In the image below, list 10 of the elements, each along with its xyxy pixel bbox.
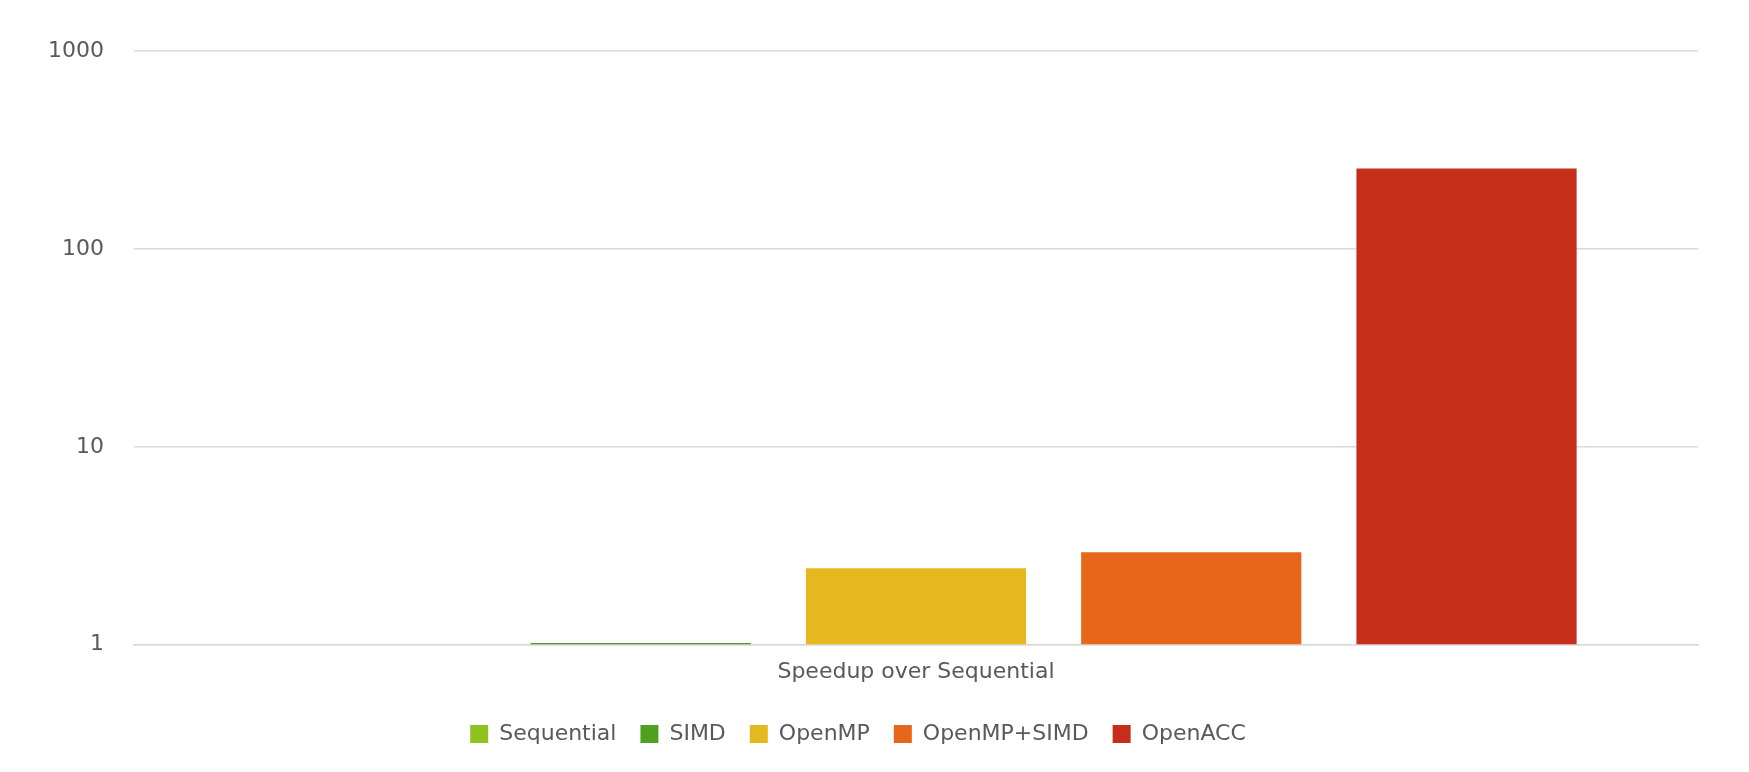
legend-label: OpenMP+SIMD [922, 719, 1089, 745]
legend-label: Sequential [499, 719, 617, 745]
x-tick-label: Speedup over Sequential [777, 657, 1055, 683]
legend-label: OpenACC [1141, 719, 1246, 745]
y-tick-label: 100 [61, 234, 104, 260]
legend-label: OpenMP [778, 719, 870, 745]
y-tick-label: 1 [89, 630, 104, 656]
y-tick-label: 10 [75, 432, 104, 458]
y-tick-label: 1000 [47, 36, 104, 62]
legend-label: SIMD [669, 719, 726, 745]
